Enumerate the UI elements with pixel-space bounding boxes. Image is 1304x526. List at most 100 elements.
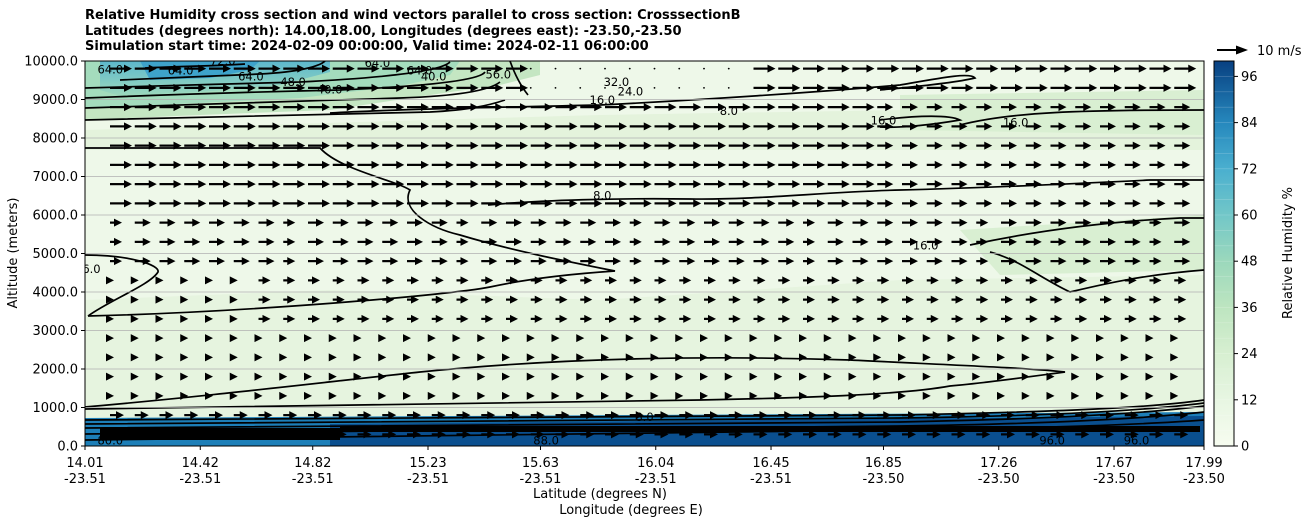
wind-vector bbox=[926, 218, 943, 227]
wind-vector bbox=[1075, 83, 1098, 92]
wind-vector-head bbox=[833, 411, 842, 420]
wind-vector bbox=[580, 160, 603, 169]
wind-vector-head bbox=[1033, 103, 1042, 112]
wind-vector bbox=[852, 411, 867, 420]
wind-vector-head bbox=[831, 295, 840, 304]
wind-vector bbox=[233, 218, 250, 227]
wind-vector bbox=[184, 430, 199, 439]
wind-vector bbox=[1025, 180, 1042, 189]
wind-vector bbox=[951, 411, 966, 420]
wind-vector bbox=[555, 103, 578, 112]
wind-vector-head bbox=[947, 391, 956, 400]
wind-vector bbox=[678, 86, 681, 89]
wind-vector-head bbox=[1155, 430, 1164, 439]
wind-vector-head bbox=[1079, 276, 1088, 285]
wind-vector bbox=[926, 237, 943, 246]
wind-vector bbox=[233, 141, 256, 150]
wind-vector bbox=[774, 372, 783, 381]
wind-vector bbox=[902, 122, 918, 131]
wind-vector-head bbox=[742, 122, 751, 131]
wind-vector-head bbox=[1058, 237, 1067, 246]
wind-vector bbox=[1050, 141, 1067, 150]
wind-vector bbox=[209, 430, 223, 439]
wind-vector-head bbox=[650, 372, 659, 381]
wind-vector bbox=[749, 334, 758, 343]
wind-vector-head bbox=[155, 295, 164, 304]
wind-vector-head bbox=[940, 83, 949, 92]
wind-vector-head bbox=[130, 295, 139, 304]
wind-vector bbox=[1071, 372, 1080, 381]
wind-vector-head bbox=[619, 103, 627, 112]
wind-vector-head bbox=[155, 276, 164, 285]
wind-vector-head bbox=[972, 372, 981, 381]
wind-vector bbox=[976, 237, 989, 246]
wind-vector-head bbox=[980, 314, 989, 323]
wind-vector-head bbox=[1083, 141, 1092, 150]
wind-vector bbox=[827, 218, 844, 227]
wind-vector-head bbox=[205, 391, 213, 400]
wind-vector-head bbox=[767, 199, 776, 208]
wind-vector-head bbox=[346, 141, 355, 150]
wind-vector bbox=[233, 180, 256, 189]
wind-vector bbox=[675, 391, 684, 400]
wind-vector-head bbox=[340, 218, 349, 227]
wind-vector bbox=[1149, 64, 1172, 73]
x-tick-label-lat: 17.67 bbox=[1095, 456, 1132, 471]
wind-vector-head bbox=[1182, 218, 1191, 227]
wind-vector bbox=[650, 353, 659, 362]
wind-vector-head bbox=[173, 103, 182, 112]
wind-vector bbox=[1174, 257, 1191, 266]
wind-vector-head bbox=[662, 257, 671, 266]
wind-vector bbox=[898, 372, 906, 381]
wind-vector-head bbox=[421, 83, 429, 92]
wind-vector-head bbox=[1132, 160, 1141, 169]
wind-vector-head bbox=[322, 103, 330, 112]
wind-vector-head bbox=[180, 314, 189, 323]
wind-vector bbox=[1025, 218, 1042, 227]
wind-vector-head bbox=[1132, 218, 1141, 227]
wind-vector bbox=[403, 334, 411, 343]
wind-vector bbox=[184, 218, 201, 227]
wind-vector-head bbox=[124, 180, 132, 189]
wind-vector bbox=[431, 218, 448, 227]
wind-vector bbox=[1174, 180, 1191, 189]
wind-vector-head bbox=[885, 122, 894, 131]
wind-vector bbox=[873, 353, 882, 362]
wind-vector-head bbox=[734, 430, 743, 439]
contour-label: 16.0 bbox=[590, 93, 616, 107]
wind-vector bbox=[1046, 334, 1055, 343]
wind-vector-head bbox=[718, 103, 726, 112]
wind-vector bbox=[332, 180, 355, 189]
wind-vector-head bbox=[462, 430, 471, 439]
wind-vector-head bbox=[807, 295, 815, 304]
wind-vector-head bbox=[724, 353, 733, 362]
wind-vector bbox=[951, 160, 968, 169]
wind-vector bbox=[155, 314, 164, 323]
wind-vector-head bbox=[1153, 295, 1162, 304]
wind-vector-head bbox=[1079, 295, 1088, 304]
wind-vector-head bbox=[1120, 353, 1129, 362]
wind-vector-head bbox=[1083, 160, 1092, 169]
x-axis-label-lon: Longitude (degrees E) bbox=[559, 503, 703, 518]
wind-vector-head bbox=[625, 353, 634, 362]
contour-label: 96.0 bbox=[1039, 433, 1065, 447]
wind-vector-head bbox=[1130, 411, 1139, 420]
wind-vector bbox=[827, 64, 850, 73]
wind-vector-head bbox=[130, 391, 139, 400]
wind-vector bbox=[704, 314, 716, 323]
wind-vector-head bbox=[229, 295, 238, 304]
wind-vector-head bbox=[619, 122, 627, 131]
wind-vector-head bbox=[297, 103, 306, 112]
wind-vector bbox=[1100, 103, 1116, 112]
wind-vector bbox=[1124, 64, 1147, 73]
wind-vector-head bbox=[1096, 372, 1104, 381]
wind-vector bbox=[328, 334, 337, 343]
wind-vector bbox=[654, 295, 667, 304]
wind-vector-head bbox=[538, 257, 547, 266]
wind-vector bbox=[1100, 257, 1116, 266]
wind-vector bbox=[1001, 141, 1017, 150]
wind-vector bbox=[951, 180, 968, 189]
wind-vector bbox=[625, 353, 634, 362]
wind-vector bbox=[283, 180, 306, 189]
wind-vector bbox=[675, 334, 684, 343]
